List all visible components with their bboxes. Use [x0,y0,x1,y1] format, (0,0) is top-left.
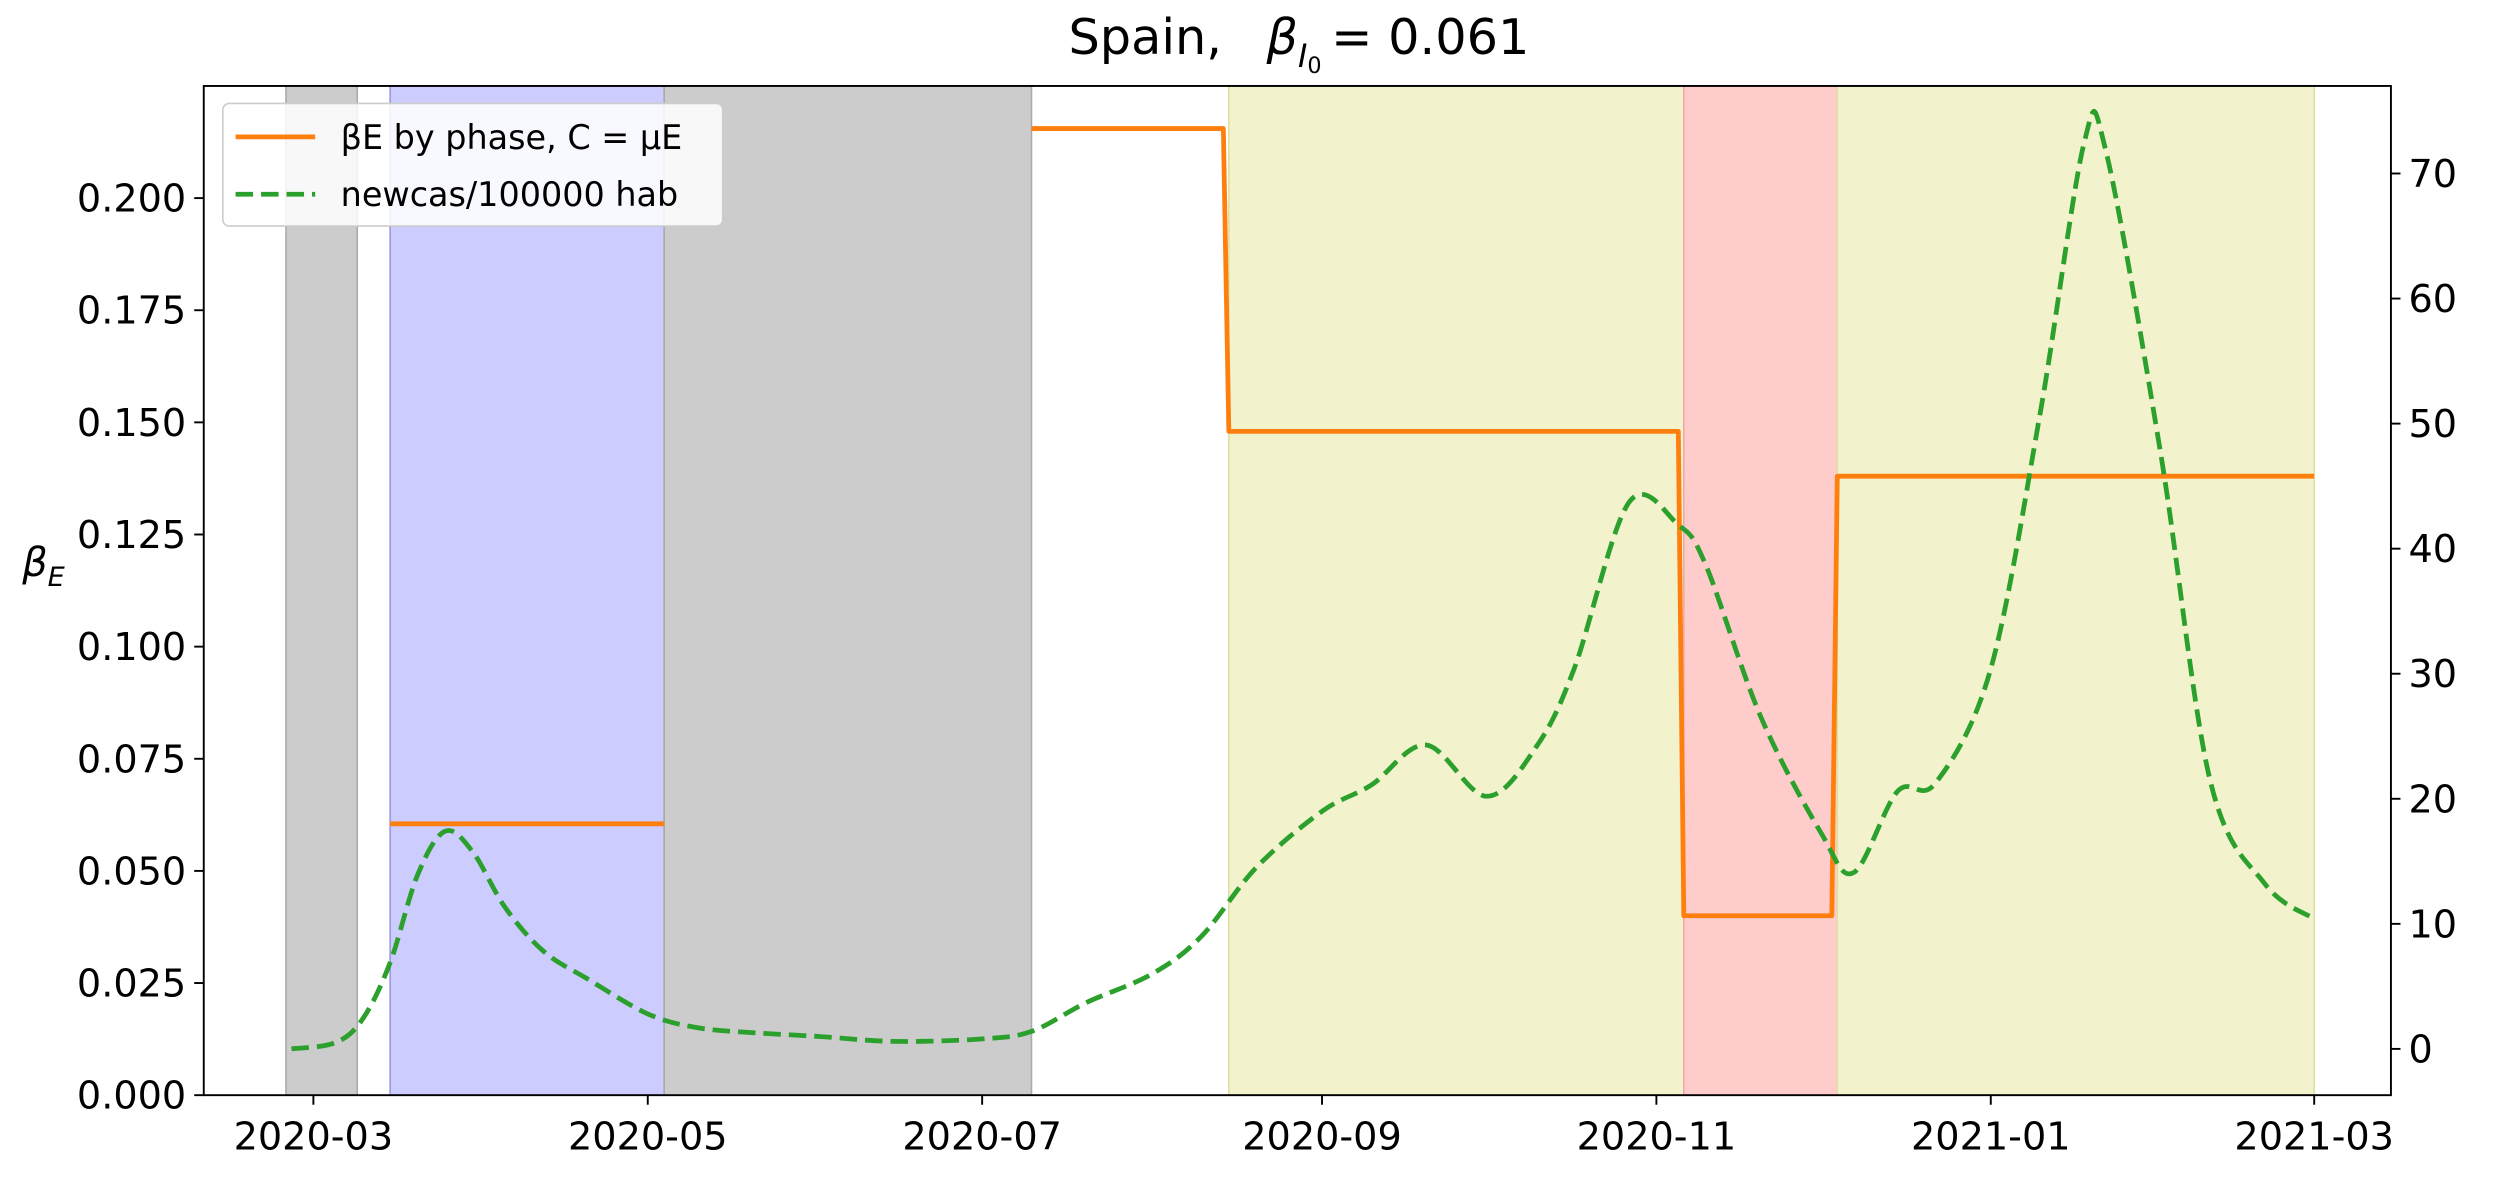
y-tick-label: 0.100 [77,626,186,670]
series-line [291,109,2316,1052]
title-sub: I [1298,37,1307,75]
x-tick-label: 2020-05 [568,1115,728,1159]
y-tick-label: 0.150 [77,402,186,446]
phase-span [1228,85,1685,1096]
title-country: Spain, [1068,8,1222,66]
x-tick-label: 2020-03 [234,1115,394,1159]
legend-label: newcas/100000 hab [341,175,679,214]
chart-title: Spain, βI0 = 0.061 [1068,8,1529,79]
lines [291,109,2316,1052]
y-tick-label: 0.175 [77,290,186,334]
y2-tick-label: 60 [2408,278,2457,322]
y2-tick-label: 0 [2408,1028,2432,1072]
y2-tick-label: 70 [2408,153,2457,197]
x-tick-label: 2020-07 [902,1115,1062,1159]
x-tick-label: 2020-09 [1242,1115,1402,1159]
legend-box [222,102,724,227]
phase-spans [285,85,2315,1096]
y2-tick-label: 20 [2408,778,2457,822]
title-subsub: 0 [1307,53,1321,79]
legend: βE by phase, C = μE newcas/100000 hab [222,102,724,227]
phase-span [389,85,666,1096]
y-tick-label: 0.075 [77,738,186,782]
y-tick-label: 0.000 [77,1075,186,1119]
series-line [1031,126,2315,919]
y2-tick-label: 50 [2408,403,2457,447]
y-tick-label: 0.050 [77,850,186,894]
y2-tick-label: 10 [2408,903,2457,947]
x-tick-label: 2020-11 [1577,1115,1737,1159]
phase-span [285,85,359,1096]
phase-span [1836,85,2315,1096]
y2-tick-label: 40 [2408,528,2457,572]
y-axis-label: βE [21,540,65,593]
legend-label: βE by phase, C = μE [341,118,683,157]
phase-span [1683,85,1839,1096]
x-tick-label: 2021-03 [2234,1115,2394,1159]
y-tick-label: 0.125 [77,514,186,558]
phase-span [663,85,1033,1096]
x-tick-label: 2021-01 [1911,1115,2071,1159]
y-tick-label: 0.025 [77,963,186,1007]
title-rhs: = 0.061 [1331,8,1529,66]
ylabel-sub: E [48,562,66,593]
ylabel-symbol: β [21,540,47,586]
plot-frame [202,85,2392,1097]
axes: 0.000 0.025 0.050 0.075 0.100 0.125 0.150 0.175… [77,153,2457,1159]
title-symbol: β [1266,8,1298,66]
y2-tick-label: 30 [2408,653,2457,697]
y-tick-label: 0.200 [77,178,186,222]
